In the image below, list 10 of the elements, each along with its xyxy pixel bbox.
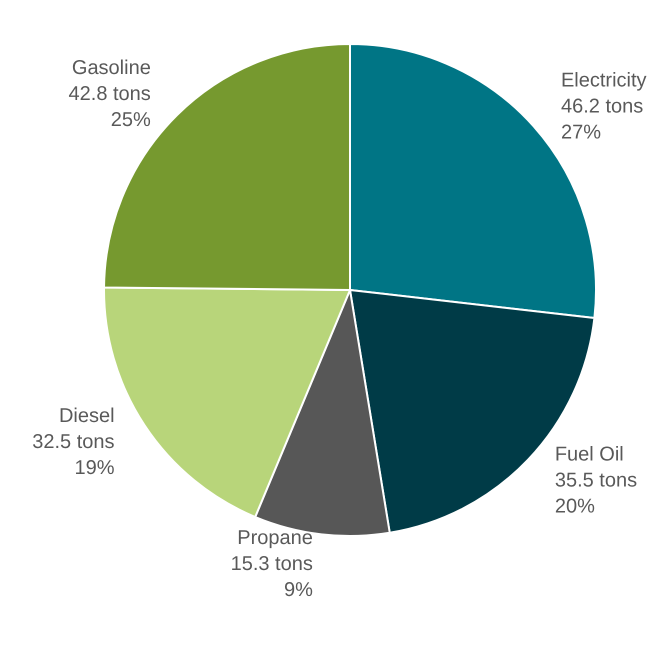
data-label: 32.5 tons 19% bbox=[32, 430, 115, 479]
slice-label: Propane bbox=[237, 527, 313, 550]
data-label: 46.2 tons 27% bbox=[560, 95, 644, 144]
data-label: 42.8 tons 25% bbox=[68, 82, 152, 131]
slice-label: Gasoline bbox=[72, 56, 151, 79]
slice-label: Fuel Oil bbox=[554, 443, 624, 466]
data-label: 35.5 tons 20% bbox=[554, 469, 638, 518]
slice-label: Diesel bbox=[58, 404, 115, 427]
data-label: 15.3 tons 9% bbox=[230, 553, 314, 602]
slice-label: Electricity bbox=[560, 69, 647, 92]
